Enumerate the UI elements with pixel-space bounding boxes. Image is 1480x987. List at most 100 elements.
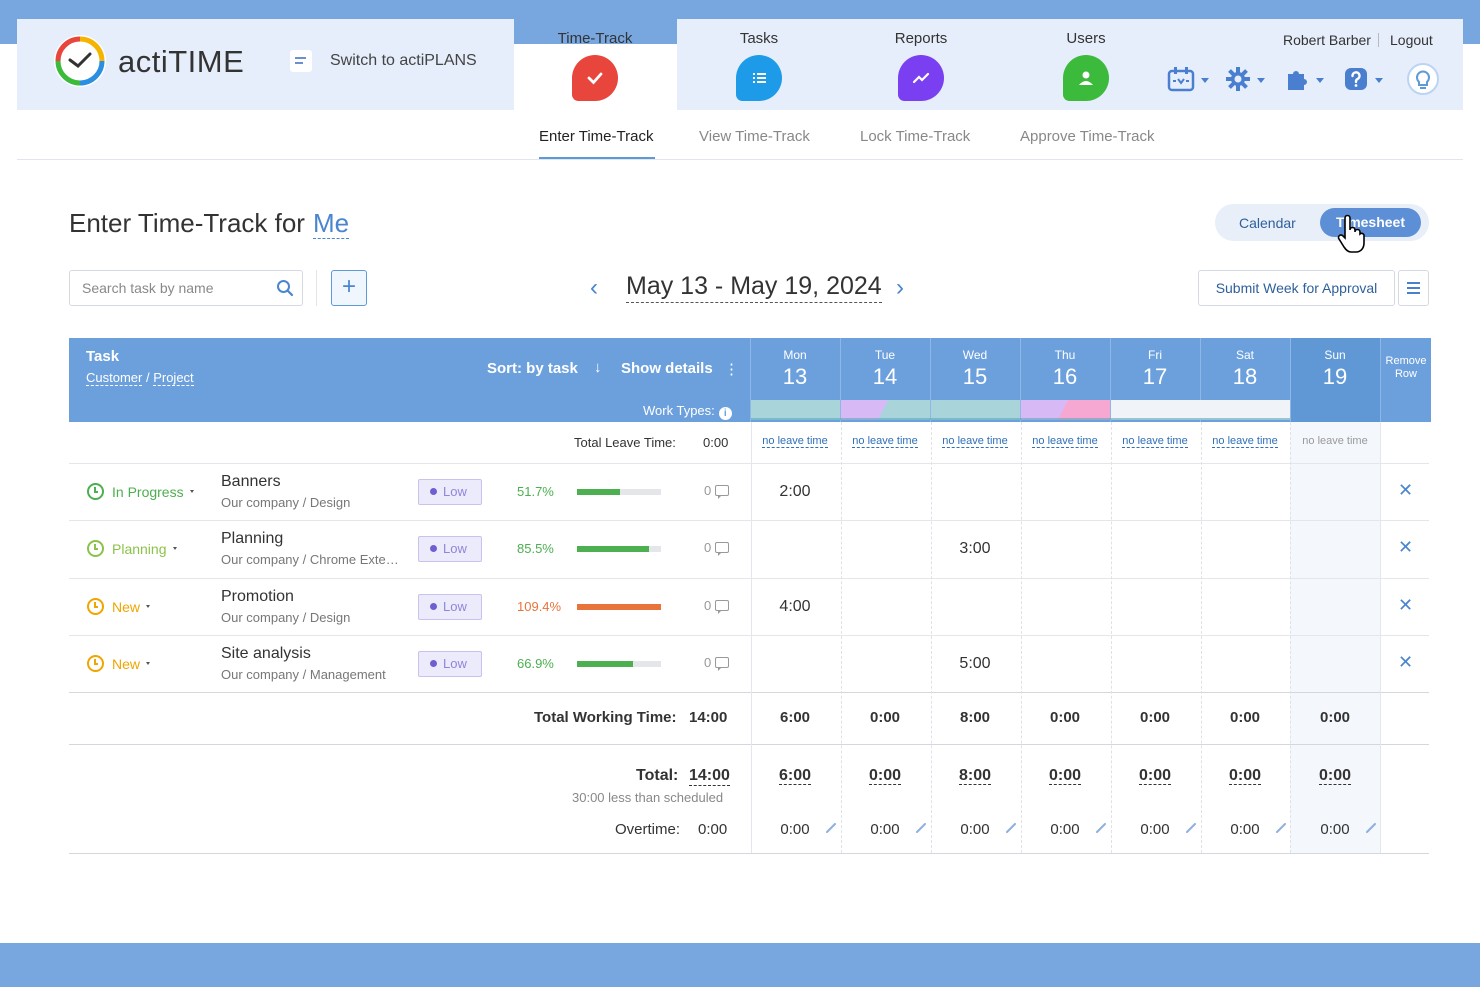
edit-pencil-icon[interactable] <box>1006 823 1016 833</box>
logout-link[interactable]: Logout <box>1390 32 1433 48</box>
comments-button[interactable]: 0 <box>704 598 730 614</box>
add-task-button[interactable]: + <box>331 270 367 306</box>
actitime-logo-icon[interactable] <box>52 33 108 89</box>
priority-badge[interactable]: Low <box>418 479 482 505</box>
total-day[interactable]: 0:00 <box>1291 767 1379 785</box>
search-input[interactable] <box>82 280 262 296</box>
edit-pencil-icon[interactable] <box>1096 823 1106 833</box>
info-icon[interactable]: i <box>718 407 732 420</box>
time-cell[interactable] <box>931 598 1019 618</box>
leave-cell-mon[interactable]: no leave time <box>751 435 839 448</box>
total-day[interactable]: 0:00 <box>1111 767 1199 785</box>
time-cell[interactable] <box>841 598 929 618</box>
submit-week-button[interactable]: Submit Week for Approval <box>1198 270 1395 306</box>
subnav-view-time-track[interactable]: View Time-Track <box>699 128 810 145</box>
time-cell[interactable] <box>1201 655 1289 675</box>
time-cell[interactable] <box>1291 598 1379 618</box>
nav-time-track[interactable]: Time-Track <box>535 30 655 101</box>
total-day[interactable]: 0:00 <box>1021 767 1109 785</box>
time-cell[interactable] <box>1021 540 1109 560</box>
leave-cell-sat[interactable]: no leave time <box>1201 435 1289 448</box>
status-dropdown[interactable]: In Progress <box>87 483 194 500</box>
switch-to-actiplans-link[interactable]: Switch to actiPLANS <box>290 50 477 72</box>
priority-badge[interactable]: Low <box>418 651 482 677</box>
time-cell[interactable] <box>1291 540 1379 560</box>
time-cell[interactable] <box>1111 540 1199 560</box>
hamburger-menu-icon[interactable] <box>1398 270 1429 306</box>
leave-cell-tue[interactable]: no leave time <box>841 435 929 448</box>
user-selector[interactable]: Me <box>312 208 350 239</box>
user-name[interactable]: Robert Barber <box>1283 32 1371 48</box>
addons-menu-button[interactable] <box>1284 66 1324 92</box>
time-cell[interactable] <box>1021 598 1109 618</box>
week-range[interactable]: May 13 - May 19, 2024 <box>626 272 882 303</box>
more-options-icon[interactable]: ⋮ <box>724 361 739 378</box>
leave-cell-wed[interactable]: no leave time <box>931 435 1019 448</box>
time-cell[interactable] <box>841 483 929 503</box>
edit-pencil-icon[interactable] <box>916 823 926 833</box>
subnav-approve-time-track[interactable]: Approve Time-Track <box>1020 128 1155 145</box>
remove-row-icon[interactable]: ✕ <box>1398 652 1414 672</box>
edit-pencil-icon[interactable] <box>1276 823 1286 833</box>
nav-users[interactable]: Users <box>1026 30 1146 101</box>
total-value[interactable]: 14:00 <box>689 767 730 786</box>
priority-badge[interactable]: Low <box>418 594 482 620</box>
time-cell[interactable] <box>1291 655 1379 675</box>
nav-tasks[interactable]: Tasks <box>699 30 819 101</box>
sort-arrow-icon[interactable]: ↓ <box>594 359 602 376</box>
comments-button[interactable]: 0 <box>704 483 730 499</box>
time-cell[interactable] <box>1201 483 1289 503</box>
status-dropdown[interactable]: New <box>87 598 151 615</box>
leave-cell-fri[interactable]: no leave time <box>1111 435 1199 448</box>
time-cell[interactable]: 4:00 <box>779 598 811 615</box>
task-name[interactable]: Planning <box>221 530 284 547</box>
help-menu-button[interactable] <box>1343 66 1383 92</box>
settings-menu-button[interactable] <box>1225 66 1265 92</box>
time-cell[interactable] <box>751 540 839 560</box>
time-cell[interactable]: 3:00 <box>959 540 991 557</box>
project-sort-link[interactable]: Project <box>153 370 194 386</box>
time-cell[interactable]: 5:00 <box>959 655 991 672</box>
task-name[interactable]: Banners <box>221 473 281 490</box>
timesheet-toggle[interactable]: Timesheet <box>1320 208 1421 237</box>
status-dropdown[interactable]: New <box>87 655 151 672</box>
time-cell[interactable] <box>1111 598 1199 618</box>
total-day[interactable]: 8:00 <box>931 767 1019 785</box>
time-cell[interactable] <box>1291 483 1379 503</box>
calendar-menu-button[interactable] <box>1167 66 1209 92</box>
previous-week-icon[interactable]: ‹ <box>590 274 598 301</box>
search-icon[interactable] <box>276 279 294 297</box>
remove-row-icon[interactable]: ✕ <box>1398 537 1414 557</box>
customer-sort-link[interactable]: Customer <box>86 370 143 386</box>
time-cell[interactable] <box>1111 483 1199 503</box>
subnav-lock-time-track[interactable]: Lock Time-Track <box>860 128 971 145</box>
comments-button[interactable]: 0 <box>704 540 730 556</box>
show-details-button[interactable]: Show details <box>621 360 713 377</box>
comments-button[interactable]: 0 <box>704 655 730 671</box>
leave-cell-thu[interactable]: no leave time <box>1021 435 1109 448</box>
remove-row-icon[interactable]: ✕ <box>1398 480 1414 500</box>
time-cell[interactable] <box>931 483 1019 503</box>
remove-row-icon[interactable]: ✕ <box>1398 595 1414 615</box>
tips-button[interactable] <box>1406 62 1440 96</box>
task-name[interactable]: Site analysis <box>221 645 311 662</box>
edit-pencil-icon[interactable] <box>1366 823 1376 833</box>
priority-badge[interactable]: Low <box>418 536 482 562</box>
next-week-icon[interactable]: › <box>896 274 904 301</box>
total-day[interactable]: 6:00 <box>751 767 839 785</box>
time-cell[interactable]: 2:00 <box>779 483 811 500</box>
edit-pencil-icon[interactable] <box>1186 823 1196 833</box>
time-cell[interactable] <box>1201 598 1289 618</box>
status-dropdown[interactable]: Planning <box>87 540 177 557</box>
total-day[interactable]: 0:00 <box>841 767 929 785</box>
sort-by-task-button[interactable]: Sort: by task <box>487 360 578 377</box>
edit-pencil-icon[interactable] <box>826 823 836 833</box>
time-cell[interactable] <box>1201 540 1289 560</box>
time-cell[interactable] <box>1021 655 1109 675</box>
total-day[interactable]: 0:00 <box>1201 767 1289 785</box>
time-cell[interactable] <box>1021 483 1109 503</box>
subnav-enter-time-track[interactable]: Enter Time-Track <box>539 128 654 145</box>
nav-reports[interactable]: Reports <box>861 30 981 101</box>
task-name[interactable]: Promotion <box>221 588 294 605</box>
time-cell[interactable] <box>841 540 929 560</box>
